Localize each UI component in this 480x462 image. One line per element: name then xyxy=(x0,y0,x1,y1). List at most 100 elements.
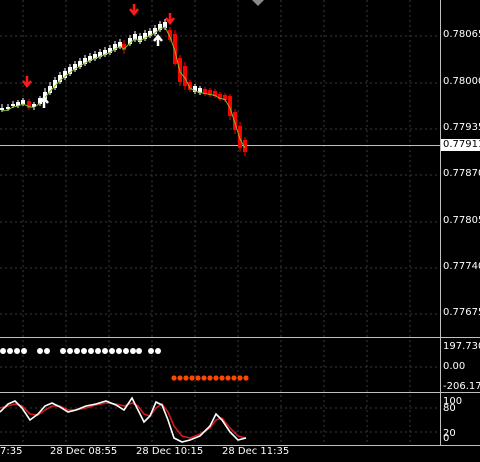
indicator-dot xyxy=(243,375,249,381)
candle-body xyxy=(238,126,242,148)
oscillator-level-label: 80 xyxy=(443,403,456,414)
indicator1-min-label: -206.1744 xyxy=(443,381,480,392)
indicator-dot xyxy=(171,375,177,381)
indicator-dot xyxy=(231,375,237,381)
indicator-dot xyxy=(74,348,80,354)
candle-body xyxy=(213,91,217,96)
indicator1-zero-label: 0.00 xyxy=(443,361,466,372)
buy-arrow-icon xyxy=(153,33,163,46)
grid-lines xyxy=(0,0,440,445)
candle-body xyxy=(173,34,177,64)
candle-body xyxy=(183,66,187,86)
candle-body xyxy=(243,140,247,152)
candle-body xyxy=(218,94,222,99)
candle-body xyxy=(128,38,132,44)
candle-body xyxy=(0,108,4,110)
candle-body xyxy=(203,89,207,94)
indicator-dot xyxy=(0,348,6,354)
indicator-dot xyxy=(219,375,225,381)
candle-body xyxy=(73,64,77,70)
price-label: 0.77675 xyxy=(443,307,480,318)
price-label: 0.78065 xyxy=(443,29,480,40)
indicator-dot xyxy=(201,375,207,381)
candle-body xyxy=(163,22,167,28)
candle-body xyxy=(208,90,212,95)
indicator-dot xyxy=(177,375,183,381)
sell-arrow-icon xyxy=(165,13,175,26)
indicator-dot xyxy=(95,348,101,354)
candle-body xyxy=(198,88,202,93)
candle-body xyxy=(188,82,192,90)
candle-body xyxy=(158,24,162,30)
candle-body xyxy=(63,71,67,78)
sell-arrow-icon xyxy=(129,4,139,17)
candle-body xyxy=(21,100,25,104)
candle-body xyxy=(118,42,122,47)
candle-body xyxy=(32,104,36,107)
indicator-dot xyxy=(207,375,213,381)
indicator-dot xyxy=(237,375,243,381)
indicator-dot xyxy=(21,348,27,354)
indicator-dot xyxy=(155,348,161,354)
candle-body xyxy=(48,86,52,93)
time-label: 28 Dec 08:55 xyxy=(50,446,118,457)
indicator-dot xyxy=(37,348,43,354)
candle-body xyxy=(98,52,102,57)
candle-body xyxy=(103,50,107,55)
indicator-dot xyxy=(148,348,154,354)
candle-body xyxy=(153,28,157,34)
oscillator-lines xyxy=(0,396,247,443)
indicator-dot xyxy=(225,375,231,381)
indicator-dot xyxy=(7,348,13,354)
candle-body xyxy=(27,101,31,108)
indicator-dot xyxy=(60,348,66,354)
candle-body xyxy=(143,33,147,39)
scroll-marker-icon[interactable] xyxy=(252,0,264,6)
candle-body xyxy=(193,86,197,92)
oscillator-main-line xyxy=(0,396,247,443)
candle-body xyxy=(68,67,72,74)
candle-body xyxy=(228,96,232,116)
indicator-dot xyxy=(136,348,142,354)
indicator-dot xyxy=(189,375,195,381)
indicator-dot xyxy=(88,348,94,354)
candle-body xyxy=(113,44,117,50)
candle-body xyxy=(43,92,47,99)
indicator1-max-label: 197.7309 xyxy=(443,341,480,352)
indicator-dots xyxy=(0,348,249,381)
candle-body xyxy=(233,112,237,130)
candle-body xyxy=(108,48,112,53)
candle-body xyxy=(93,54,97,59)
candle-body xyxy=(223,95,227,100)
candle-body xyxy=(11,104,15,106)
candle-body xyxy=(88,56,92,61)
signal-arrows xyxy=(22,4,175,108)
indicator-dot xyxy=(81,348,87,354)
candle-body xyxy=(83,58,87,64)
current-price-label: 0.77911 xyxy=(441,139,480,151)
buy-arrow-icon xyxy=(39,95,49,108)
candlesticks xyxy=(0,19,247,156)
oscillator-level-label: 20 xyxy=(443,428,456,439)
candle-body xyxy=(58,75,62,82)
candle-body xyxy=(122,44,126,50)
time-label: 28 Dec 11:35 xyxy=(222,446,290,457)
indicator-dot xyxy=(213,375,219,381)
candle-body xyxy=(53,80,57,88)
candle-body xyxy=(168,30,172,40)
time-label: 28 Dec 10:15 xyxy=(136,446,204,457)
indicator-dot xyxy=(130,348,136,354)
sell-arrow-icon xyxy=(22,76,32,89)
candle-body xyxy=(78,61,82,67)
indicator-dot xyxy=(195,375,201,381)
candle-body xyxy=(148,31,152,36)
indicator-dot xyxy=(44,348,50,354)
candle-body xyxy=(133,34,137,40)
indicator-dot xyxy=(102,348,108,354)
candle-body xyxy=(16,102,20,106)
candle-body xyxy=(138,36,142,42)
